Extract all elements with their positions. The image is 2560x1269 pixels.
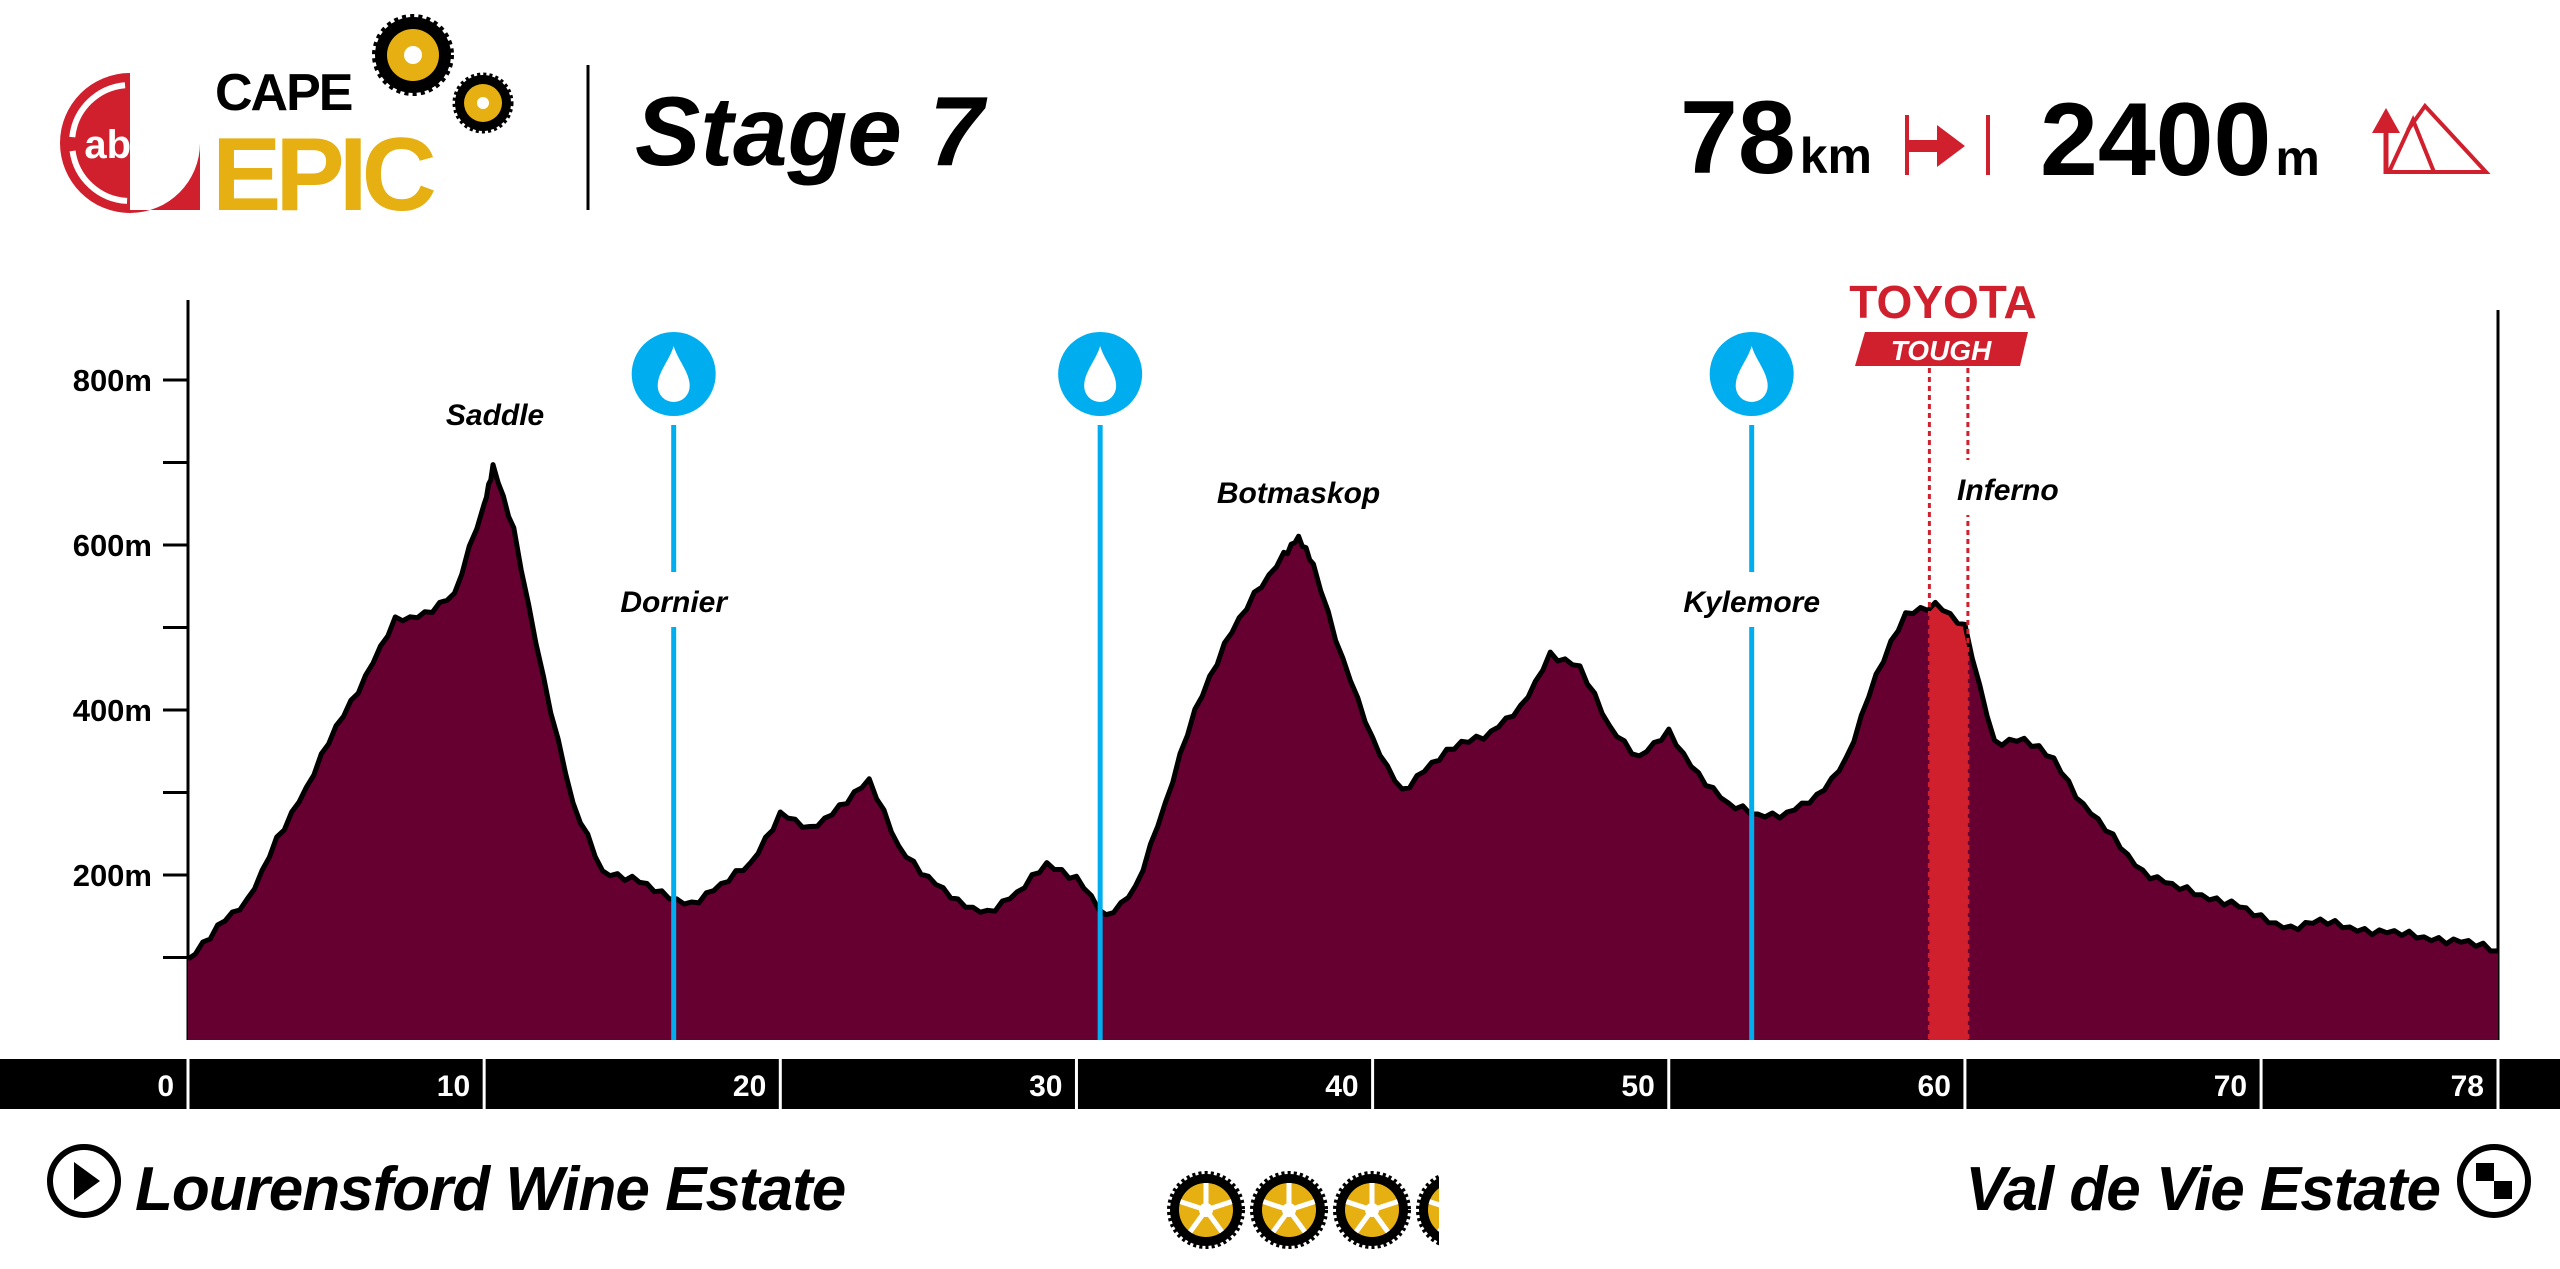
x-tick-label: 10 bbox=[437, 1070, 470, 1103]
elevation-line bbox=[186, 462, 2499, 962]
play-circle-icon bbox=[47, 1144, 121, 1218]
water-point bbox=[1058, 332, 1143, 1040]
chart-annotations: Saddle Dornier Botmaskop Kylemore Inferno bbox=[446, 399, 2078, 627]
chainring-hub bbox=[1199, 1203, 1213, 1217]
x-tick-label: 0 bbox=[157, 1070, 174, 1103]
peak-label: Kylemore bbox=[1683, 586, 1820, 619]
sponsor-logo-bottom: TOUGH bbox=[1891, 335, 1992, 366]
page-title: Stage 7 bbox=[635, 76, 988, 186]
toyota-tough-logo: TOYOTA TOUGH bbox=[1849, 276, 2037, 366]
label-background bbox=[1957, 462, 2068, 512]
peak-label: Dornier bbox=[620, 586, 729, 619]
y-axis: 200m 400m 600m 800m bbox=[73, 300, 2500, 1040]
chainring-hub bbox=[1448, 1203, 1462, 1217]
water-drop-shape bbox=[1735, 346, 1768, 402]
y-tick-label: 600m bbox=[73, 528, 152, 563]
elevation-mountain-icon bbox=[2372, 102, 2491, 174]
chainring-spoke bbox=[1455, 1210, 1471, 1232]
start-location: Lourensford Wine Estate bbox=[47, 1144, 846, 1224]
water-point bbox=[631, 332, 716, 1040]
y-tick-label: 400m bbox=[73, 693, 152, 728]
chainring-hub bbox=[1365, 1203, 1379, 1217]
start-label: Lourensford Wine Estate bbox=[135, 1155, 845, 1224]
logo-cape-text: CAPE bbox=[215, 64, 352, 122]
x-tick-label: 20 bbox=[733, 1070, 766, 1103]
elevation-area bbox=[188, 464, 2498, 1041]
chainring-inner bbox=[1428, 1188, 1439, 1232]
peak-label: Botmaskop bbox=[1217, 477, 1380, 510]
finish-label: Val de Vie Estate bbox=[1965, 1155, 2440, 1224]
chainring-spoke bbox=[1455, 1202, 1481, 1210]
climb-value: 2400m bbox=[2040, 82, 2320, 198]
x-tick-label: 70 bbox=[2214, 1070, 2247, 1103]
x-tick-label: 50 bbox=[1621, 1070, 1654, 1103]
y-tick-label: 200m bbox=[73, 858, 152, 893]
checkered-flag-circle-icon bbox=[2457, 1144, 2531, 1218]
chainring-spoke bbox=[1428, 1199, 1439, 1208]
chainring-teeth bbox=[1250, 1171, 1328, 1249]
distance-arrow-icon bbox=[1905, 115, 1990, 175]
finish-location: Val de Vie Estate bbox=[1965, 1144, 2531, 1224]
elevation-chart: 200m 400m 600m 800m TOYOTA TOUGH Saddle Dorn… bbox=[0, 276, 2560, 1109]
water-point bbox=[1709, 332, 1794, 1040]
stage-stats: 78km 2400m bbox=[1680, 80, 2491, 198]
absa-cape-epic-logo: absa CAPE EPIC bbox=[60, 14, 514, 233]
label-background bbox=[603, 572, 744, 627]
chainring-teeth bbox=[1167, 1171, 1245, 1249]
x-tick-label: 78 bbox=[2451, 1070, 2484, 1103]
y-tick-label: 800m bbox=[73, 363, 152, 398]
logo-chainring-large-icon bbox=[372, 14, 454, 96]
logo-absa-text: absa bbox=[84, 123, 176, 167]
chainring-icon bbox=[1250, 1171, 1328, 1249]
chainring-icon bbox=[1167, 1171, 1245, 1249]
chainring-icon bbox=[1333, 1171, 1411, 1249]
water-drop-shape bbox=[1084, 346, 1117, 402]
logo-epic-text: EPIC bbox=[212, 117, 435, 233]
water-drop-shape bbox=[657, 346, 690, 402]
chart-marks bbox=[186, 332, 2499, 1041]
chainring-spoke bbox=[1437, 1227, 1439, 1232]
distance-value: 78km bbox=[1680, 80, 1872, 196]
sponsor-logo-top: TOYOTA bbox=[1849, 276, 2036, 328]
x-tick-label: 30 bbox=[1029, 1070, 1062, 1103]
peak-label: Saddle bbox=[446, 399, 544, 432]
logo-chainring-small-icon bbox=[452, 72, 514, 134]
x-axis-background bbox=[0, 1059, 2560, 1109]
x-tick-label: 60 bbox=[1918, 1070, 1951, 1103]
label-background bbox=[1681, 572, 1822, 627]
chainring-hub bbox=[1282, 1203, 1296, 1217]
x-axis-bar: 0 10 20 30 40 50 60 70 78 bbox=[0, 1059, 2560, 1109]
peak-label: Inferno bbox=[1957, 474, 2059, 507]
x-tick-label: 40 bbox=[1325, 1070, 1358, 1103]
chainring-icon bbox=[1416, 1174, 1481, 1246]
chainring-teeth bbox=[1333, 1171, 1411, 1249]
difficulty-rating bbox=[1167, 1171, 1481, 1249]
